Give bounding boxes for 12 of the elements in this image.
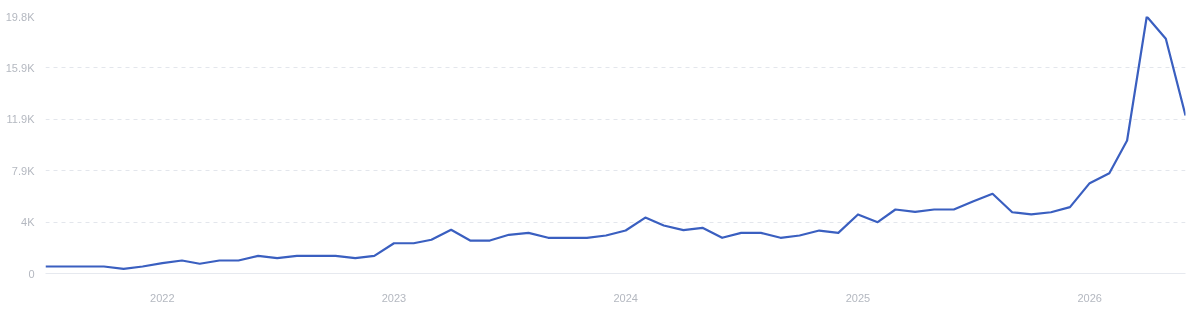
y-tick-label: 0	[28, 267, 35, 280]
x-tick-label: 2025	[845, 291, 871, 304]
y-tick-label: 7.9K	[11, 164, 36, 177]
y-tick-label: 15.9K	[5, 61, 36, 74]
x-tick-label: 2022	[150, 291, 175, 304]
x-tick-label: 2024	[613, 291, 638, 304]
x-tick-label: 2026	[1077, 291, 1102, 304]
y-tick-label: 11.9K	[6, 113, 36, 126]
y-tick-label: 19.8K	[5, 10, 36, 23]
y-tick-label: 4K	[21, 216, 36, 229]
x-tick-label: 2023	[381, 291, 407, 304]
line-series	[45, 16, 1186, 270]
